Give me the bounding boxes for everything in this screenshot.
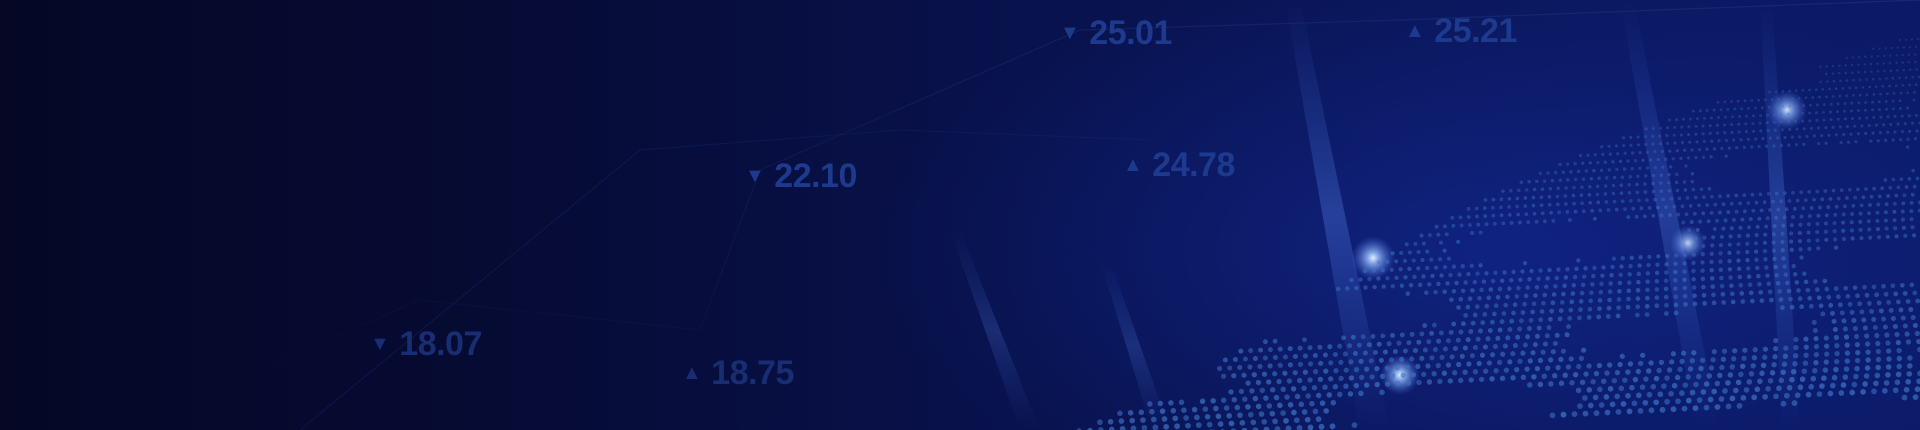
triangle-up-icon: ▲ [682, 362, 702, 384]
triangle-down-icon: ▼ [1060, 22, 1080, 44]
ticker-value: 24.78 [1152, 146, 1235, 184]
triangle-up-icon: ▲ [1123, 154, 1143, 176]
triangle-down-icon: ▼ [745, 165, 765, 187]
ticker-down: ▼ 18.07 [370, 327, 482, 361]
triangle-up-icon: ▲ [1405, 20, 1425, 42]
ticker-up: ▲ 25.21 [1405, 14, 1517, 48]
ticker-value: 25.21 [1434, 12, 1517, 50]
ticker-up: ▲ 18.75 [682, 356, 794, 390]
ticker-value: 18.07 [399, 325, 482, 363]
ticker-value: 18.75 [711, 354, 794, 392]
ticker-up: ▲ 24.78 [1123, 148, 1235, 182]
ticker-down: ▼ 22.10 [745, 159, 857, 193]
ticker-down: ▼ 25.01 [1060, 16, 1172, 50]
triangle-down-icon: ▼ [370, 333, 390, 355]
chart-line-icon [299, 129, 1151, 430]
chart-line-icon [119, 0, 1920, 430]
ticker-value: 22.10 [774, 157, 857, 195]
ticker-value: 25.01 [1089, 14, 1172, 52]
